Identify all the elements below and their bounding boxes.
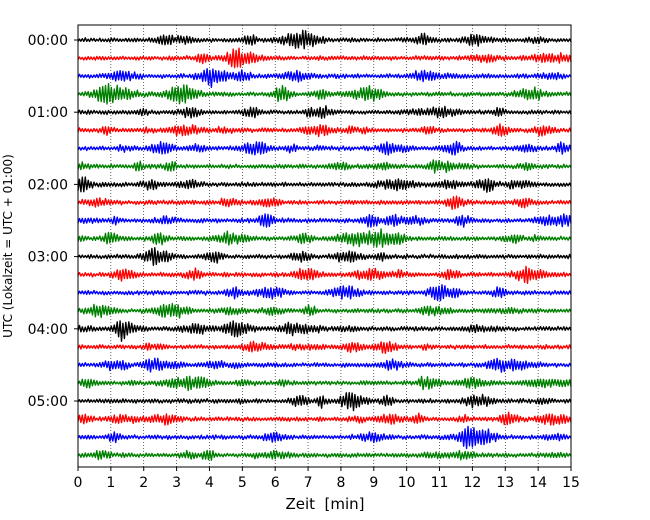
x-tick-label: 6 <box>271 475 280 491</box>
y-axis-label: UTC (Lokalzeit = UTC + 01:00) <box>1 154 15 338</box>
seismogram-trace-0400 <box>77 320 572 342</box>
y-tick-label: 02:00 <box>28 177 68 193</box>
seismogram-trace-0200 <box>77 176 572 193</box>
x-tick-label: 5 <box>238 475 247 491</box>
y-tick-label: 01:00 <box>28 105 68 121</box>
x-tick-label: 12 <box>463 475 481 491</box>
x-tick-label: 14 <box>529 475 547 491</box>
x-tick-label: 2 <box>139 475 148 491</box>
seismogram-trace-0515 <box>77 411 572 426</box>
y-tick-label: 00:00 <box>28 33 68 49</box>
seismogram-trace-0100 <box>77 105 572 119</box>
seismogram-trace-0230 <box>77 213 572 228</box>
x-axis-ticks: 0 1 2 3 4 5 6 7 8 9 10 11 12 13 14 15 <box>74 467 580 491</box>
seismogram-traces <box>77 29 572 461</box>
seismogram-trace-0015 <box>77 47 572 69</box>
seismogram-trace-0300 <box>77 247 572 266</box>
seismogram-trace-0130 <box>77 140 572 156</box>
y-axis-ticks: 00:00 01:00 02:00 03:00 04:00 05:00 <box>28 33 78 410</box>
plot-frame <box>77 24 572 468</box>
x-tick-label: 0 <box>74 475 83 491</box>
x-tick-label: 7 <box>304 475 313 491</box>
x-tick-label: 8 <box>336 475 345 491</box>
y-tick-label: 04:00 <box>28 322 68 338</box>
seismogram-trace-0445 <box>77 375 572 392</box>
seismogram-trace-0430 <box>77 357 572 373</box>
seismogram-trace-0500 <box>77 392 572 412</box>
x-tick-label: 15 <box>562 475 580 491</box>
y-tick-label: 05:00 <box>28 394 68 410</box>
x-tick-label: 1 <box>106 475 115 491</box>
seismogram-trace-0315 <box>77 265 572 284</box>
seismogram-trace-0245 <box>77 228 572 248</box>
seismogram-trace-0545 <box>77 449 572 461</box>
x-tick-label: 10 <box>398 475 416 491</box>
seismogram-trace-0345 <box>77 303 572 319</box>
x-axis-label: Zeit [min] <box>285 495 364 513</box>
seismogram-trace-0000 <box>77 29 572 50</box>
seismogram-trace-0415 <box>77 340 572 354</box>
seismogram-trace-0330 <box>77 284 572 302</box>
y-tick-label: 03:00 <box>28 250 68 266</box>
x-tick-label: 9 <box>369 475 378 491</box>
seismogram-trace-0530 <box>77 425 572 450</box>
seismogram-trace-0215 <box>77 195 572 210</box>
x-tick-label: 11 <box>431 475 449 491</box>
x-tick-label: 3 <box>172 475 181 491</box>
seismogram-trace-0145 <box>77 159 572 174</box>
seismogram-trace-0045 <box>77 83 572 105</box>
x-tick-label: 4 <box>205 475 214 491</box>
seismogram-trace-0115 <box>77 123 572 138</box>
seismogram-trace-0030 <box>77 68 572 88</box>
x-tick-label: 13 <box>496 475 514 491</box>
